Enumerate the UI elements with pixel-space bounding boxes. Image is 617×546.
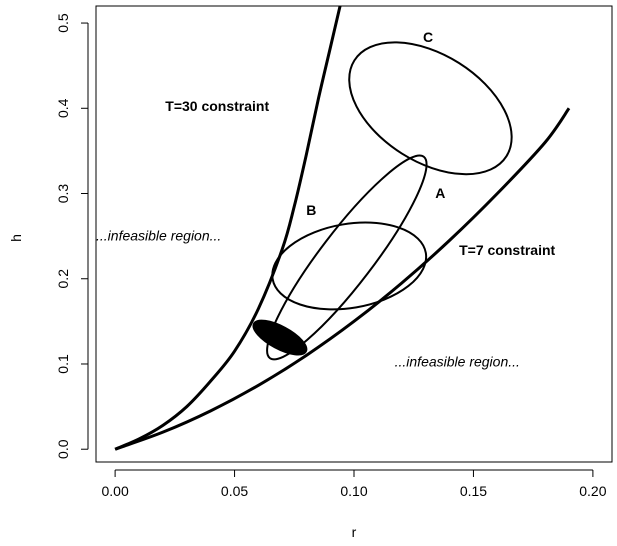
ellipse-b	[271, 221, 428, 311]
x-tick-label: 0.15	[460, 483, 487, 499]
ellipse-a	[266, 154, 428, 361]
y-axis: 0.0 0.1 0.2 0.3 0.4 0.5	[55, 13, 89, 459]
x-tick-label: 0.10	[340, 483, 367, 499]
y-tick-label: 0.2	[55, 269, 71, 289]
y-tick-label: 0.4	[55, 98, 71, 118]
x-tick-label: 0.00	[101, 483, 128, 499]
annotation-c: C	[423, 29, 433, 45]
annotation-t-30-constraint: T=30 constraint	[165, 98, 269, 114]
x-tick-label: 0.20	[579, 483, 606, 499]
annotation-a: A	[435, 185, 445, 201]
confidence-ellipses	[252, 41, 513, 361]
y-axis-title: h	[8, 234, 24, 242]
annotation-infeasible-region: ...infeasible region...	[395, 354, 520, 370]
y-tick-label: 0.0	[55, 439, 71, 459]
curve-t-7-constraint	[114, 107, 571, 451]
ellipse-filled	[252, 319, 308, 356]
annotation-infeasible-region: ...infeasible region...	[96, 227, 221, 243]
plot-frame	[95, 5, 613, 463]
x-axis-title: r	[352, 524, 357, 540]
annotations: C T=30 constraint A B ...infeasible region..…	[96, 29, 556, 370]
annotation-b: B	[306, 202, 316, 218]
constraint-curves	[114, 6, 571, 451]
ellipse-c	[348, 41, 513, 176]
y-tick-label: 0.1	[55, 354, 71, 374]
y-tick-label: 0.3	[55, 184, 71, 204]
x-axis: 0.00 0.05 0.10 0.15 0.20	[101, 469, 607, 499]
annotation-t-7-constraint: T=7 constraint	[459, 242, 555, 258]
x-tick-label: 0.05	[221, 483, 248, 499]
curve-t-30-constraint	[114, 6, 342, 451]
y-tick-label: 0.5	[55, 13, 71, 33]
